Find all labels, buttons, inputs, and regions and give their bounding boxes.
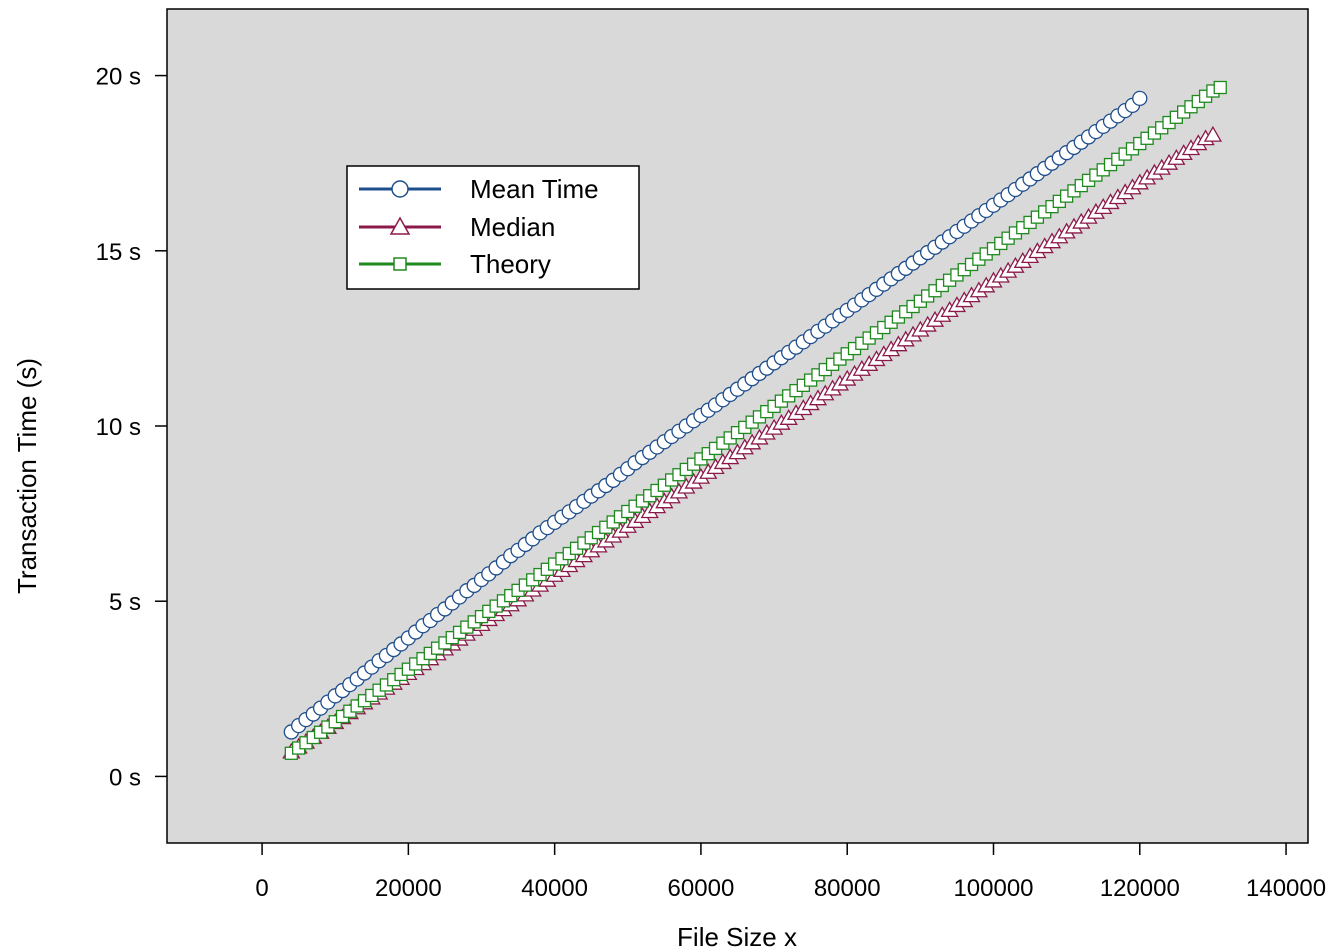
legend-item-mean-time: Mean Time: [359, 174, 599, 204]
series-mean-time: [283, 90, 1148, 740]
x-tick-label: 140000: [1246, 875, 1326, 902]
legend-label-median: Median: [470, 212, 555, 242]
data-point-median: [1203, 125, 1223, 142]
y-tick-label: 20 s: [96, 64, 141, 91]
y-tick-label: 0 s: [109, 764, 141, 791]
legend-label-theory: Theory: [470, 249, 551, 279]
y-axis-label: Transaction Time (s): [12, 358, 42, 594]
legend-label-mean-time: Mean Time: [470, 174, 599, 204]
legend-item-theory: Theory: [359, 249, 551, 279]
legend-marker-mean-time: [391, 180, 409, 198]
legend-marker-theory: [393, 257, 407, 271]
x-tick-label: 60000: [668, 875, 735, 902]
y-axis: 0 s 5 s 10 s 15 s 20 s: [96, 64, 167, 791]
y-tick-label: 5 s: [109, 589, 141, 616]
x-axis: 0 20000 40000 60000 80000 100000 120000 140000: [255, 843, 1326, 902]
x-tick-label: 0: [255, 875, 268, 902]
y-tick-label: 15 s: [96, 239, 141, 266]
x-tick-label: 20000: [375, 875, 442, 902]
data-point-mean-time: [1132, 90, 1148, 107]
y-tick-label: 10 s: [96, 414, 141, 441]
legend: Mean Time Median Theory: [346, 165, 640, 290]
legend-item-median: Median: [359, 212, 555, 242]
x-axis-label: File Size x: [677, 922, 797, 952]
series-layer: [282, 80, 1227, 760]
data-point-theory: [1213, 80, 1227, 95]
x-tick-label: 120000: [1100, 875, 1180, 902]
series-theory: [284, 80, 1227, 760]
x-tick-label: 80000: [814, 875, 881, 902]
x-tick-label: 100000: [953, 875, 1033, 902]
x-tick-label: 40000: [521, 875, 588, 902]
legend-marker-median: [389, 216, 411, 235]
